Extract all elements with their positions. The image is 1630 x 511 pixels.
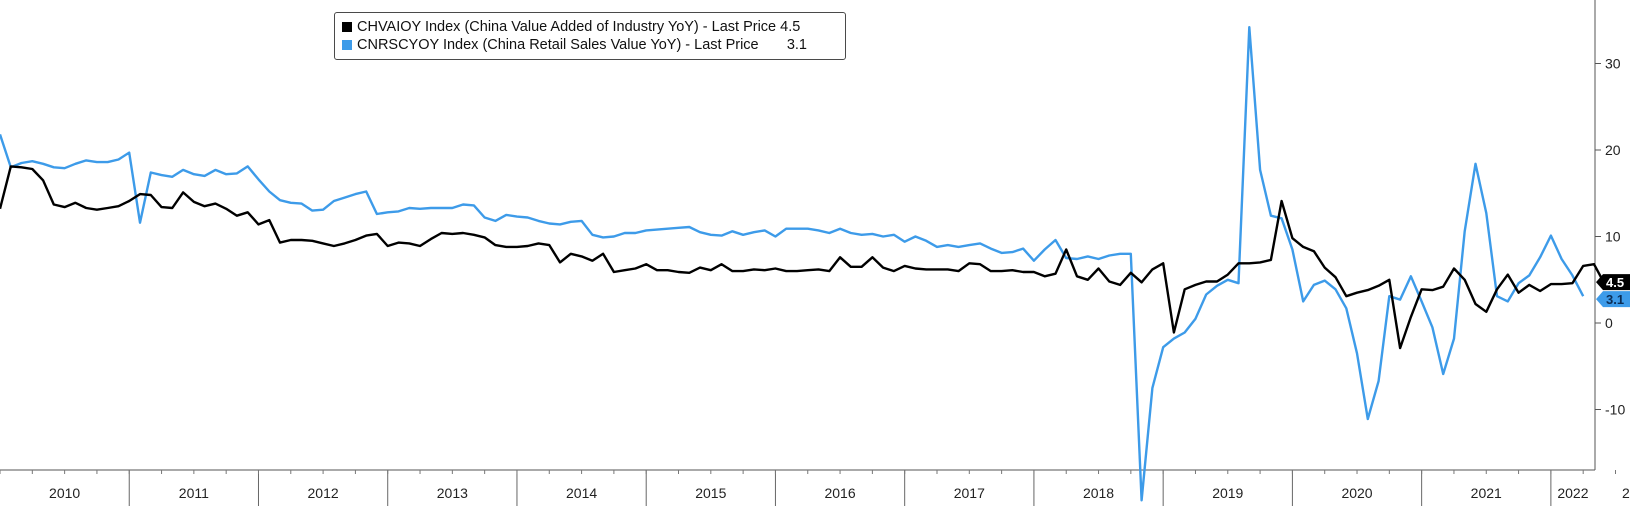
series-line-retail bbox=[0, 26, 1585, 502]
x-tick-label: 2012 bbox=[308, 485, 339, 501]
x-tick-label: 2019 bbox=[1212, 485, 1243, 501]
legend-label-retail: CNRSCYOY Index (China Retail Sales Value… bbox=[357, 37, 807, 53]
chart-legend: CHVAIOY Index (China Value Added of Indu… bbox=[334, 12, 846, 60]
legend-swatch-blue bbox=[342, 40, 352, 50]
legend-entry-retail: CNRSCYOY Index (China Retail Sales Value… bbox=[342, 36, 807, 54]
y-tick-label: 0 bbox=[1605, 315, 1613, 331]
x-tick-label: 2020 bbox=[1341, 485, 1372, 501]
x-tick-label: 2022 bbox=[1557, 485, 1588, 501]
x-tick-label: 2018 bbox=[1083, 485, 1114, 501]
legend-label-industry: CHVAIOY Index (China Value Added of Indu… bbox=[357, 19, 801, 35]
legend-swatch-black bbox=[342, 22, 352, 32]
last-value-tag-industry bbox=[1596, 274, 1630, 291]
x-tick-label: 2017 bbox=[954, 485, 985, 501]
x-tick-label: 2023 bbox=[1622, 485, 1630, 501]
y-tick-label: 20 bbox=[1605, 142, 1621, 158]
last-value-tag-retail-label: 3.1 bbox=[1606, 292, 1624, 307]
last-value-tag-retail bbox=[1596, 291, 1630, 308]
x-tick-label: 2013 bbox=[437, 485, 468, 501]
y-tick-label: 10 bbox=[1605, 229, 1621, 245]
legend-entry-industry: CHVAIOY Index (China Value Added of Indu… bbox=[342, 18, 800, 36]
last-value-tag-industry-label: 4.5 bbox=[1606, 275, 1624, 290]
y-tick-label: -10 bbox=[1605, 402, 1625, 418]
x-tick-label: 2016 bbox=[824, 485, 855, 501]
x-tick-label: 2010 bbox=[49, 485, 80, 501]
y-tick-label: 30 bbox=[1605, 56, 1621, 72]
series-line-industry bbox=[0, 165, 1606, 350]
x-tick-label: 2014 bbox=[566, 485, 597, 501]
x-tick-label: 2015 bbox=[695, 485, 726, 501]
x-tick-label: 2021 bbox=[1471, 485, 1502, 501]
x-tick-label: 2011 bbox=[179, 485, 209, 501]
